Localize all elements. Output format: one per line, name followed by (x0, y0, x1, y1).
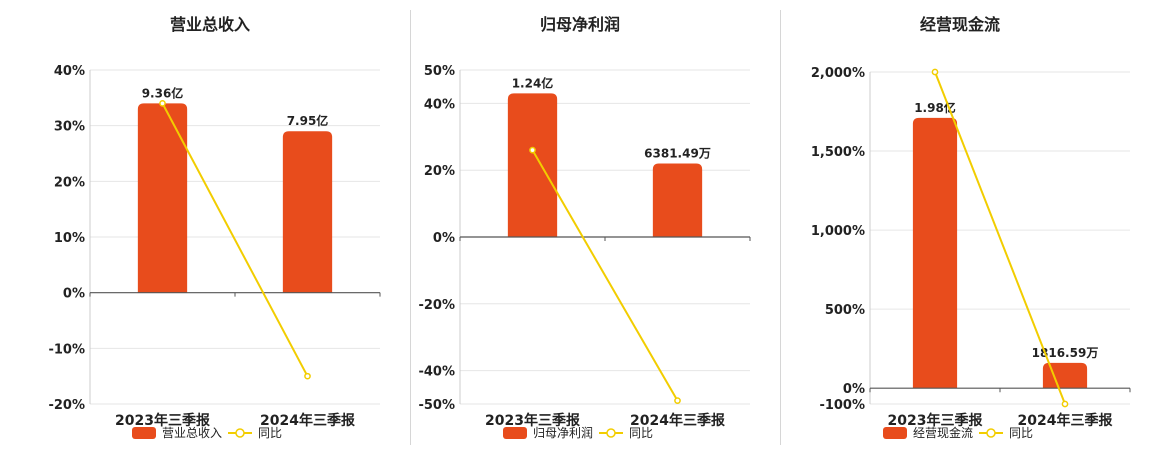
bar (652, 163, 703, 237)
chart-panel-net-profit: 归母净利润 -50% -40% -20% 0% 20% 40% 50% 1.24亿 6381.49… (410, 0, 780, 450)
legend-bar-swatch (503, 427, 527, 439)
y-tick-label: 20% (54, 175, 85, 190)
legend-line-marker (606, 428, 616, 438)
chart-panel-cash-flow: 经营现金流 -100% 0% 500% 1,000% 1,500% 2,000% 1.98亿 1… (780, 0, 1160, 450)
yoy-point (529, 146, 536, 154)
y-tick-label: -10% (48, 342, 85, 357)
chart-panel-revenue: 营业总收入 -20% -10% 0% 10% 20% 30% 40% 9.36亿 7.95亿 202… (0, 0, 400, 450)
yoy-point (304, 372, 311, 380)
y-tick-label: -20% (48, 398, 85, 413)
y-tick-label: 30% (54, 120, 85, 135)
legend-line-marker (235, 428, 245, 438)
y-tick-label: 20% (424, 164, 455, 179)
category-label: 2024年三季报 (1018, 412, 1113, 429)
y-tick-label: 2,000% (811, 66, 865, 81)
legend-line-label: 同比 (258, 426, 282, 440)
y-tick-label: 1,000% (811, 224, 865, 239)
bar-value-label: 1.98亿 (914, 100, 956, 115)
bar-value-label: 6381.49万 (644, 147, 711, 161)
legend-line-label: 同比 (629, 426, 653, 440)
bar (507, 93, 558, 237)
panel-divider (410, 10, 411, 445)
revenue-chart: 营业总收入 -20% -10% 0% 10% 20% 30% 40% 9.36亿 7.95亿 202… (48, 15, 381, 440)
category-label: 2023年三季报 (115, 412, 210, 429)
y-tick-label: 0% (63, 287, 85, 302)
y-tick-label: -20% (418, 298, 455, 313)
y-tick-label: -50% (418, 398, 455, 413)
chart-title: 营业总收入 (170, 15, 250, 34)
legend-bar-swatch (883, 427, 907, 439)
yoy-point (1061, 400, 1069, 408)
legend-bar-label: 归母净利润 (533, 426, 593, 440)
panel-divider (780, 10, 781, 445)
yoy-line (531, 149, 679, 402)
bar (282, 131, 333, 293)
y-tick-label: 1,500% (811, 145, 865, 160)
legend-line-marker (986, 428, 996, 438)
bar-value-label: 7.95亿 (287, 113, 329, 128)
y-tick-label: 10% (54, 231, 85, 246)
y-tick-label: 50% (424, 64, 455, 79)
y-tick-label: -40% (418, 365, 455, 380)
bar (1042, 362, 1088, 389)
chart-title: 归母净利润 (540, 15, 620, 34)
yoy-point (674, 397, 681, 405)
yoy-line (161, 102, 309, 377)
y-tick-label: 500% (825, 303, 865, 318)
category-label: 2024年三季报 (630, 412, 725, 429)
net-profit-chart: 归母净利润 -50% -40% -20% 0% 20% 40% 50% 1.24亿 6381.49… (418, 15, 751, 440)
yoy-line (934, 71, 1066, 405)
y-tick-label: 0% (843, 382, 865, 397)
bar (137, 103, 188, 293)
category-label: 2023年三季报 (485, 412, 580, 429)
legend-bar-swatch (132, 427, 156, 439)
category-label: 2024年三季报 (260, 412, 355, 429)
yoy-point (931, 68, 939, 76)
legend-bar-label: 营业总收入 (162, 426, 222, 440)
legend-line-label: 同比 (1009, 426, 1033, 440)
category-label: 2023年三季报 (888, 412, 983, 429)
legend-bar-label: 经营现金流 (913, 425, 973, 440)
cash-flow-chart: 经营现金流 -100%0% 500% 1,000% 1,500% 2,000% 1.98亿 1… (811, 15, 1131, 440)
chart-title: 经营现金流 (920, 15, 1000, 34)
y-tick-label: 0% (433, 231, 455, 246)
bar-value-label: 1816.59万 (1032, 346, 1099, 360)
y-tick-label: -100% (819, 398, 865, 413)
y-tick-label: 40% (424, 97, 455, 112)
bar-value-label: 1.24亿 (512, 75, 554, 90)
bar-value-label: 9.36亿 (142, 85, 184, 100)
bar (912, 117, 958, 389)
yoy-point (159, 100, 166, 107)
y-tick-label: 40% (54, 64, 85, 79)
